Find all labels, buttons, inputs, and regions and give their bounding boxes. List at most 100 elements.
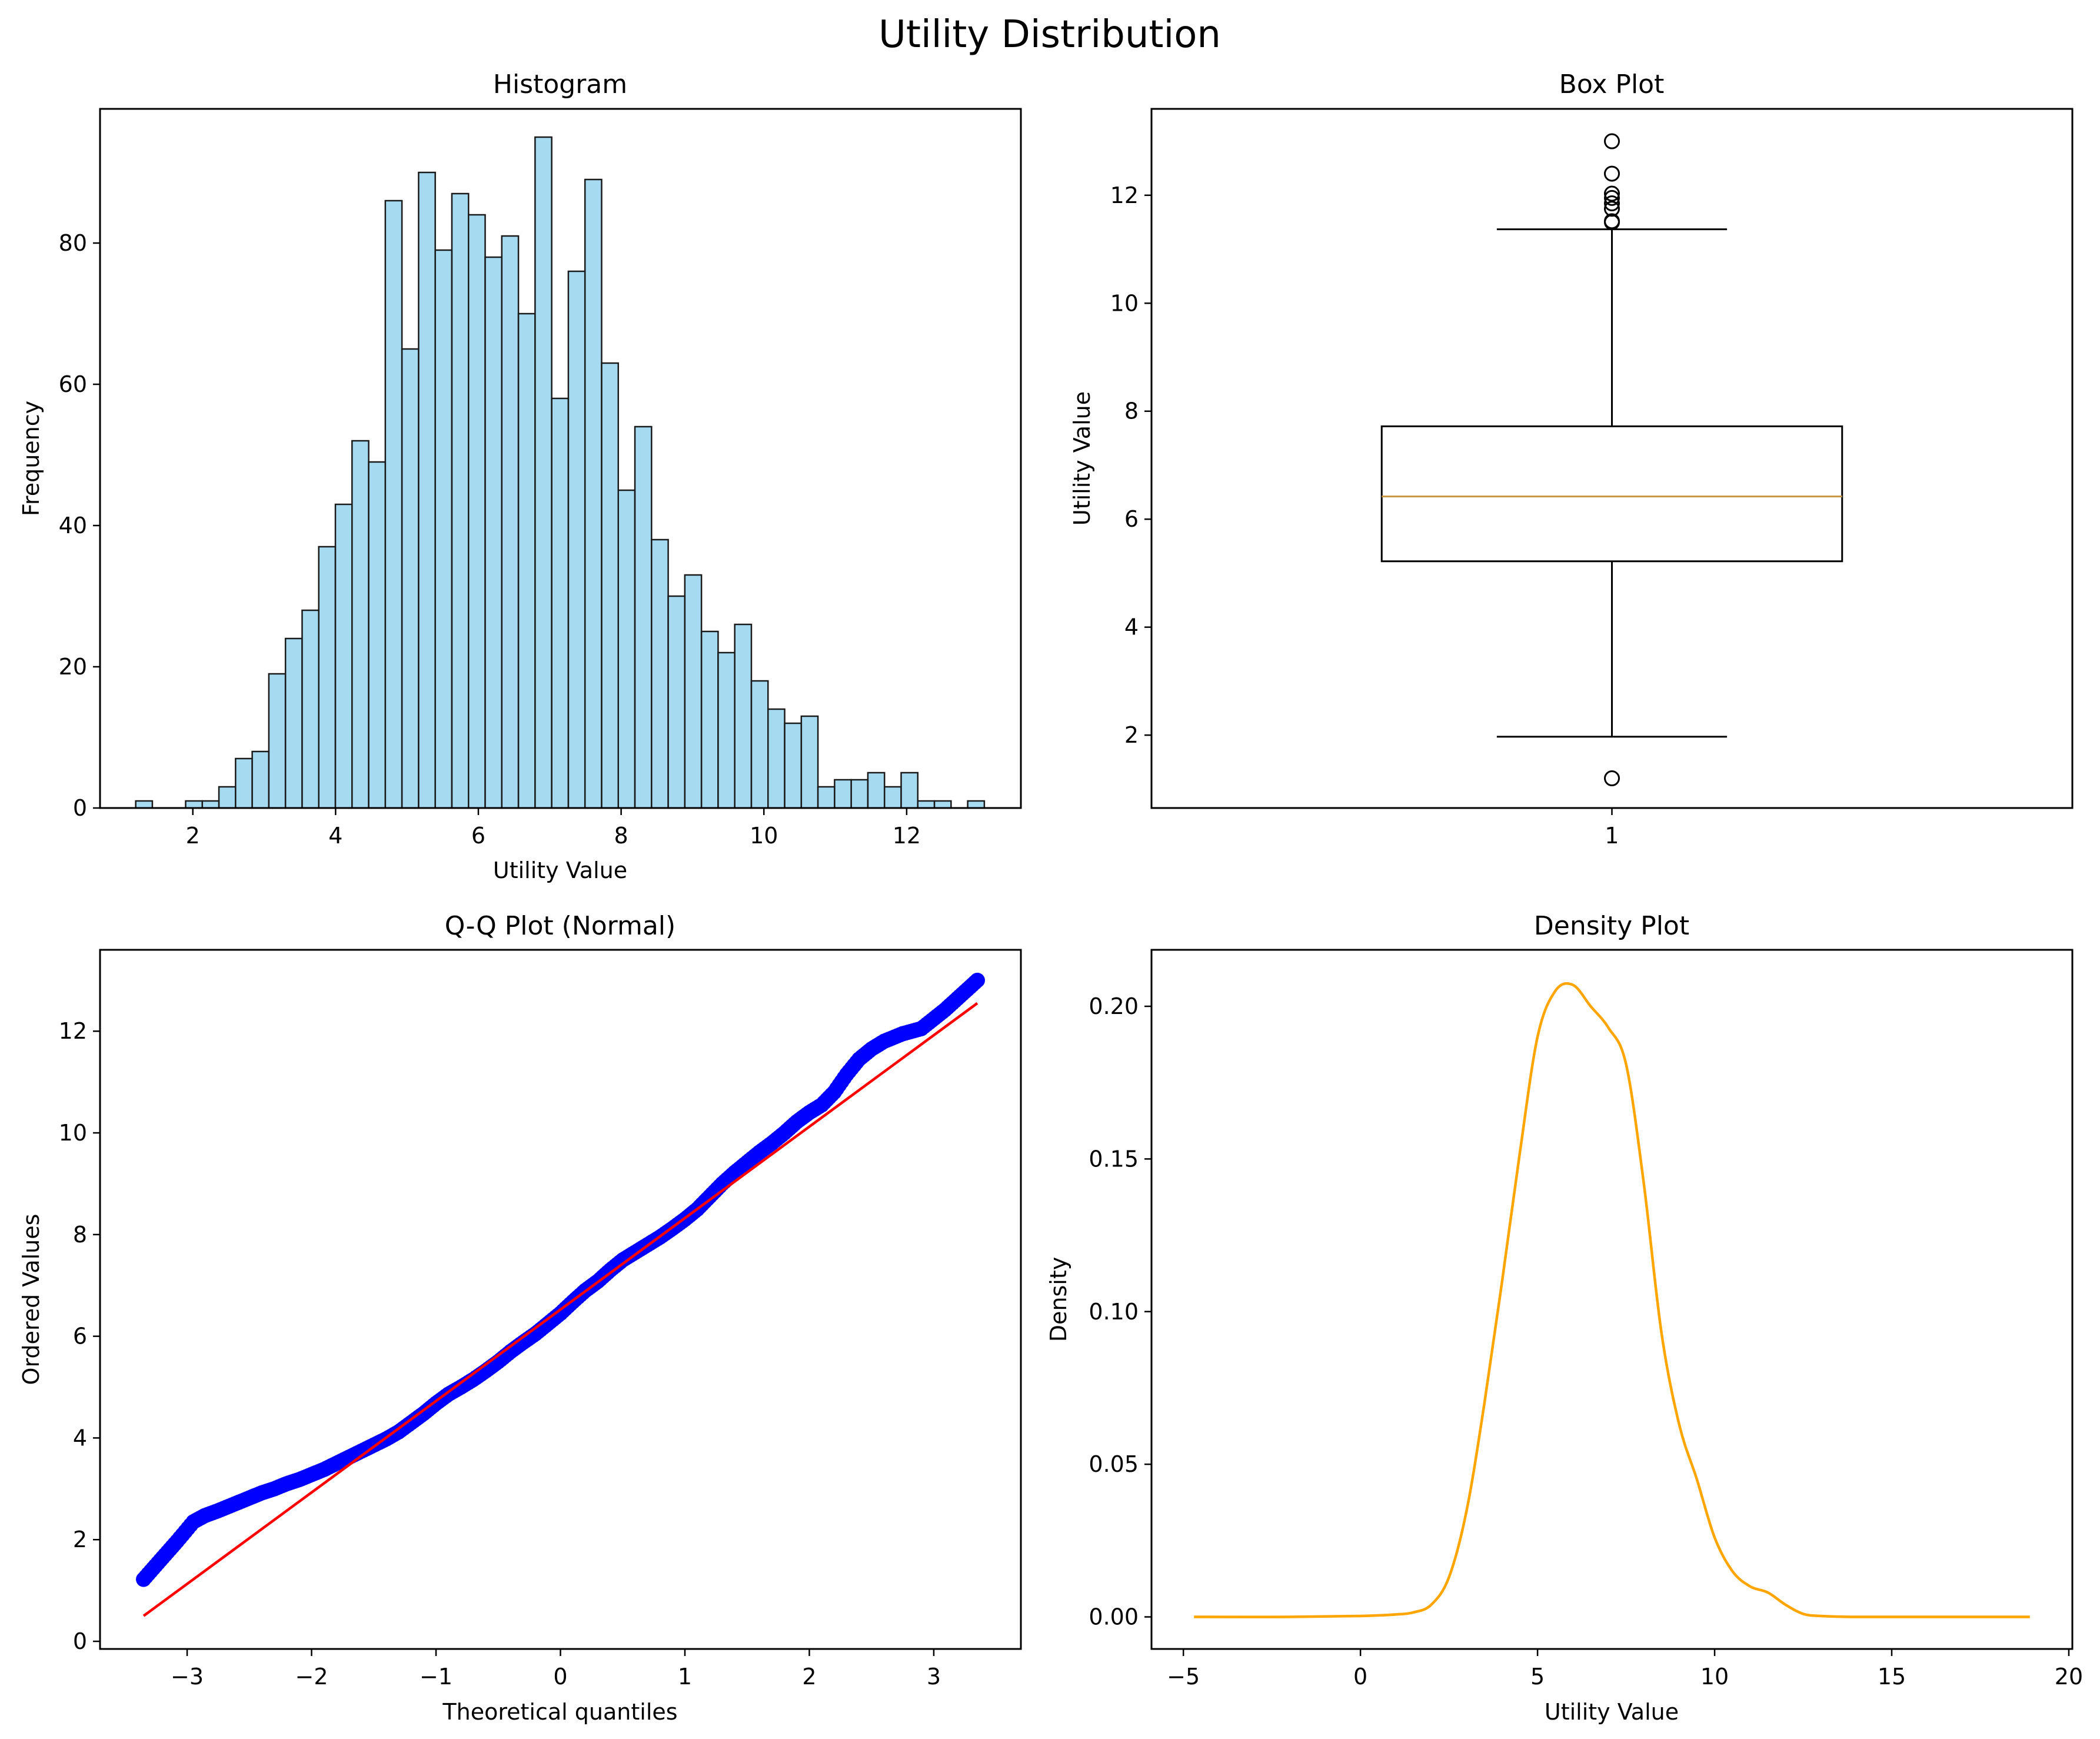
histogram-xlabel: Utility Value [493,857,627,883]
histogram-ytick-label: 60 [59,371,87,397]
histogram-bar [201,800,220,809]
histogram-ytick-label: 20 [59,654,87,680]
qqplot-xtick-label: −3 [171,1664,204,1690]
histogram-bar [384,199,403,809]
boxplot-ylabel: Utility Value [1069,391,1095,526]
density-xlabel: Utility Value [1545,1699,1679,1725]
boxplot-ytick-label: 12 [1110,182,1139,208]
histogram-bar [185,800,204,809]
histogram-bar [700,630,719,809]
boxplot-outlier [1604,185,1620,202]
qqplot-ytick-label: 12 [59,1018,87,1044]
histogram-bar [534,136,553,809]
qqplot-xtick-label: 2 [802,1664,816,1690]
boxplot-ytick-label: 8 [1124,398,1139,424]
qqplot-ytick-label: 8 [73,1222,87,1248]
histogram-bar [584,178,603,809]
boxplot-marks [1380,133,1843,787]
histogram-bar [883,786,902,809]
histogram-bar [467,214,486,809]
histogram-bar [684,574,703,809]
histogram-bar [484,256,503,809]
boxplot-outlier [1604,133,1620,149]
density-xtick-label: 15 [1878,1664,1906,1690]
density-ytick-label: 0.15 [1089,1146,1139,1172]
boxplot-outlier [1604,770,1620,787]
qqplot-xtick-label: −1 [420,1664,452,1690]
histogram-bar [651,538,669,809]
histogram-ytick-label: 80 [59,230,87,256]
histogram-xtick-label: 8 [614,823,628,849]
histogram-bar [717,651,736,809]
qqplot-xtick-label: 3 [927,1664,941,1690]
histogram-bar [817,786,836,809]
density-xtick-label: 20 [2055,1664,2083,1690]
histogram-bar [351,440,370,809]
histogram-bar [667,595,686,809]
density-xtick-label: −5 [1167,1664,1200,1690]
density-ylabel: Density [1046,1257,1071,1342]
histogram-bar [135,800,154,809]
histogram-bar [401,348,420,809]
qqplot-marks [136,972,985,1617]
histogram-bar [418,171,436,809]
qqplot-point [969,972,985,988]
density-curve [1194,982,2030,1618]
boxplot-title: Box Plot [1559,69,1665,99]
histogram-bar [750,680,769,809]
histogram-title: Histogram [493,69,627,99]
histogram-bar [318,546,337,809]
histogram-bar [451,192,470,809]
density-ytick-label: 0.00 [1089,1604,1139,1630]
qqplot-ytick-label: 6 [73,1324,87,1349]
histogram-bar [850,779,869,809]
density-ytick-label: 0.05 [1089,1451,1139,1477]
histogram-bar [501,235,520,809]
histogram-bar [551,397,570,809]
histogram-bars [135,136,986,809]
density-ticks: −5 0 5 10 15 20 0.00 0.05 0.10 0.15 0.20 [1089,993,2083,1690]
histogram-ticks: 2 4 6 8 10 12 0 20 40 60 80 [59,230,921,849]
histogram-bar [867,772,886,809]
histogram-xtick-label: 12 [893,823,921,849]
qqplot-ytick-label: 10 [59,1120,87,1146]
histogram-bar [933,800,952,809]
histogram-bar [617,489,636,809]
histogram-bar [900,772,919,809]
histogram-xtick-label: 6 [471,823,485,849]
histogram-panel: 2 4 6 8 10 12 0 20 40 60 80 Histogram Utility Valu… [18,69,1022,883]
histogram-xtick-label: 2 [186,823,200,849]
boxplot-outlier [1604,165,1620,182]
histogram-bar [834,779,852,809]
boxplot-ytick-label: 2 [1124,722,1139,748]
figure-title: Utility Distribution [878,13,1221,56]
boxplot-ytick-label: 4 [1124,614,1139,640]
qqplot-ytick-label: 0 [73,1628,87,1654]
histogram-bar [268,673,287,809]
histogram-bar [251,750,270,809]
histogram-axes-frame [99,108,1022,809]
boxplot-ytick-label: 6 [1124,506,1139,532]
histogram-xtick-label: 4 [328,823,342,849]
qqplot-axes-frame [99,949,1022,1650]
qqplot-xtick-label: 0 [553,1664,567,1690]
histogram-bar [334,503,353,809]
density-xtick-label: 0 [1353,1664,1367,1690]
histogram-ytick-label: 40 [59,513,87,538]
histogram-bar [434,249,453,809]
density-marks [1194,982,2030,1618]
density-xtick-label: 5 [1530,1664,1545,1690]
boxplot-box [1380,425,1843,563]
histogram-bar [368,461,387,809]
histogram-bar [517,312,536,809]
qqplot-ytick-label: 4 [73,1425,87,1451]
histogram-bar [767,708,786,809]
qqplot-ylabel: Ordered Values [18,1214,44,1385]
qqplot-title: Q-Q Plot (Normal) [445,911,675,941]
histogram-bar [218,786,237,809]
boxplot-outlier [1604,201,1620,217]
histogram-bar [784,722,803,809]
qqplot-xtick-label: 1 [678,1664,692,1690]
histogram-bar [567,270,586,809]
